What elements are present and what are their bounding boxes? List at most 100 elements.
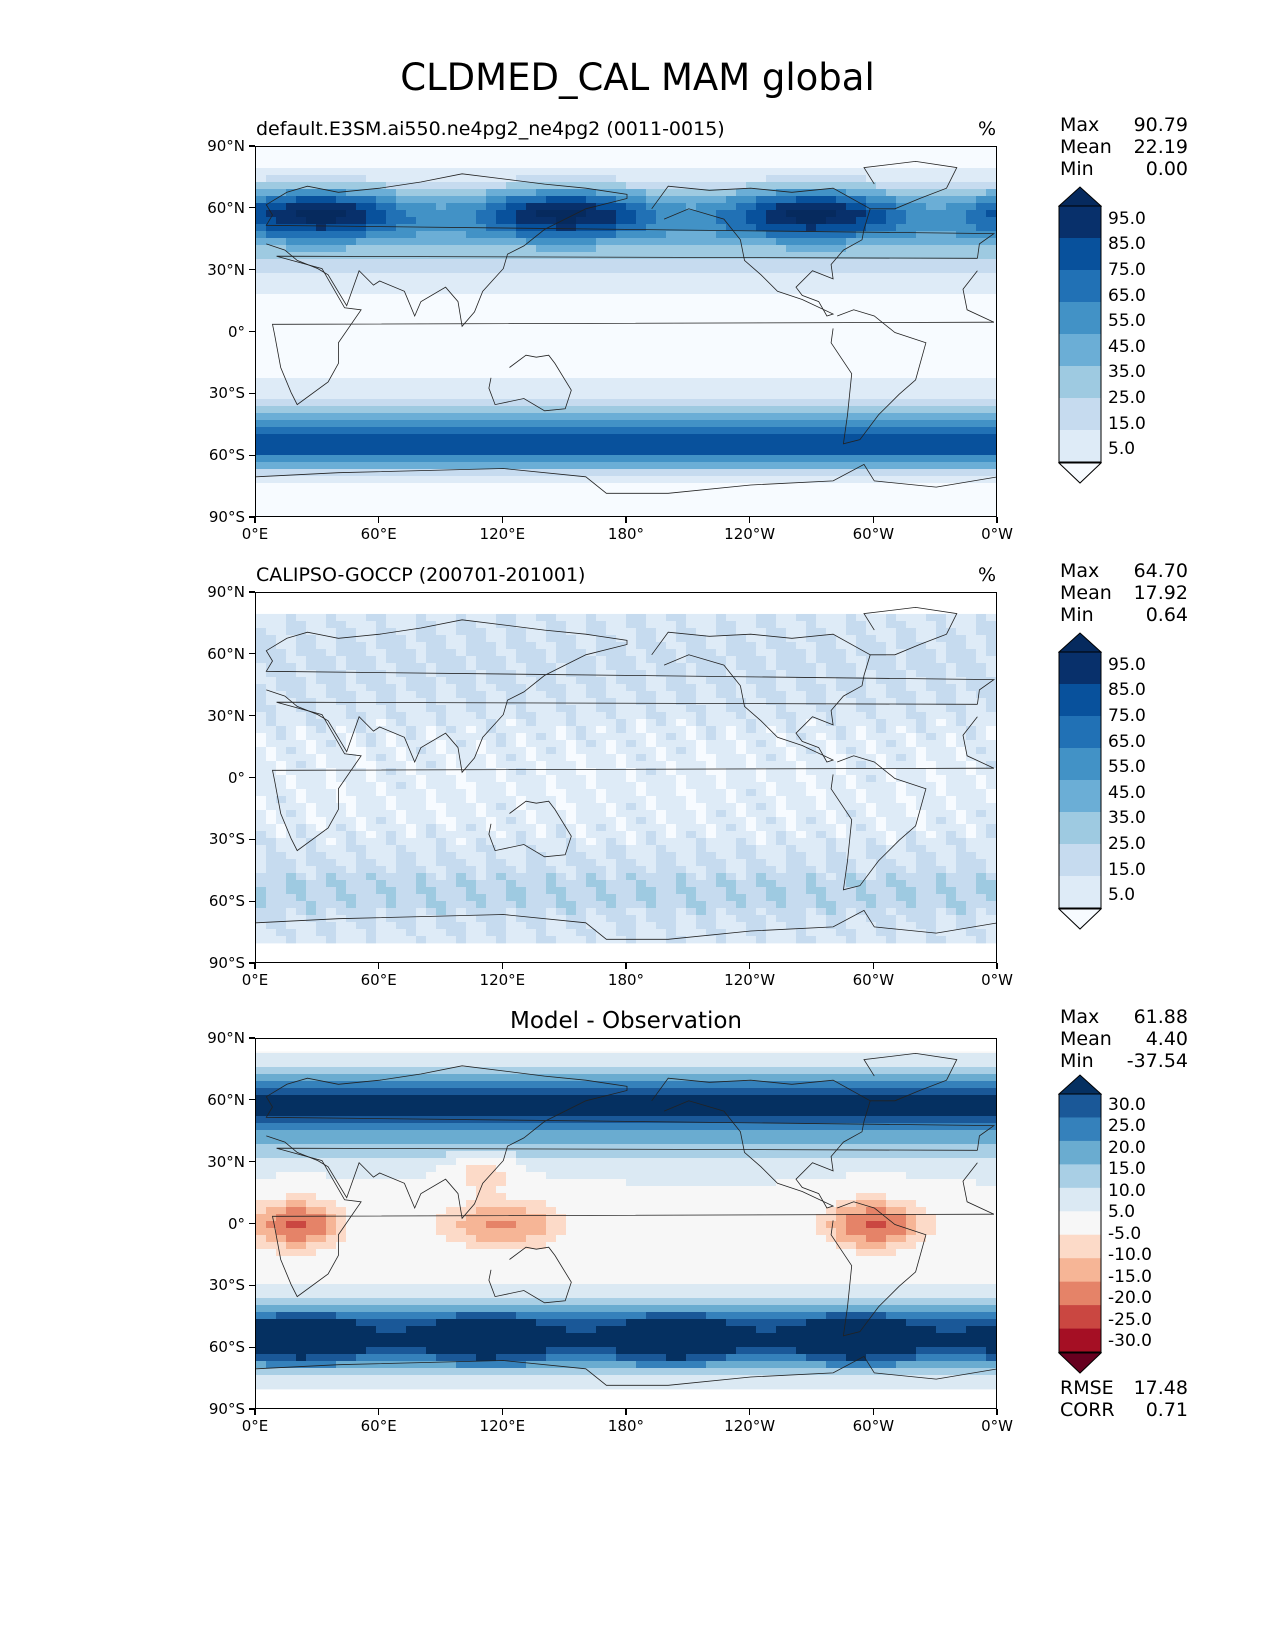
contour-cell: [586, 280, 597, 288]
contour-cell: [446, 210, 457, 218]
contour-cell: [756, 245, 767, 253]
contour-cell: [316, 203, 327, 211]
map-plot[interactable]: [255, 592, 997, 963]
contour-cell: [946, 441, 957, 449]
contour-cell: [986, 210, 996, 218]
contour-cell: [516, 413, 527, 421]
contour-cell: [776, 441, 787, 449]
contour-cell: [716, 476, 727, 484]
contour-cell: [386, 329, 397, 337]
contour-cell: [646, 413, 657, 421]
contour-cell: [526, 245, 537, 253]
contour-cell: [266, 371, 277, 379]
contour-cell: [386, 189, 397, 197]
contour-cell: [596, 684, 607, 692]
contour-cell: [286, 322, 297, 330]
contour-cell: [676, 434, 687, 442]
contour-cell: [346, 670, 357, 678]
contour-cell: [816, 203, 827, 211]
contour-cell: [856, 168, 867, 176]
contour-cell: [676, 350, 687, 358]
contour-cell: [266, 469, 277, 477]
contour-cell: [376, 614, 387, 622]
contour-cell: [386, 413, 397, 421]
contour-cell: [956, 490, 967, 498]
contour-cell: [296, 614, 307, 622]
contour-cell: [886, 448, 897, 456]
contour-cell: [916, 266, 927, 274]
contour-cell: [776, 217, 787, 225]
contour-cell: [876, 406, 887, 414]
contour-cell: [376, 628, 387, 636]
contour-cell: [456, 490, 467, 498]
contour-cell: [406, 378, 417, 386]
contour-cell: [666, 511, 677, 516]
contour-cell: [706, 399, 717, 407]
contour-cell: [616, 147, 627, 155]
contour-cell: [266, 175, 277, 183]
contour-cell: [556, 649, 567, 657]
contour-cell: [406, 294, 417, 302]
contour-cell: [986, 371, 996, 379]
contour-cell: [426, 280, 437, 288]
contour-cell: [386, 670, 397, 678]
contour-cell: [586, 294, 597, 302]
contour-cell: [566, 357, 577, 365]
contour-cell: [746, 420, 757, 428]
contour-cell: [486, 315, 497, 323]
contour-cell: [656, 399, 667, 407]
contour-cell: [836, 511, 847, 516]
contour-cell: [766, 420, 777, 428]
contour-cell: [656, 371, 667, 379]
contour-cell: [586, 203, 597, 211]
contour-cell: [666, 448, 677, 456]
contour-cell: [546, 273, 557, 281]
contour-cell: [286, 392, 297, 400]
contour-cell: [926, 315, 937, 323]
contour-cell: [836, 196, 847, 204]
contour-cell: [936, 287, 947, 295]
contour-cell: [666, 677, 677, 685]
contour-cell: [966, 399, 977, 407]
contour-cell: [506, 357, 517, 365]
contour-cell: [586, 322, 597, 330]
contour-cell: [276, 649, 287, 657]
contour-cell: [616, 663, 627, 671]
contour-cell: [576, 656, 587, 664]
contour-cell: [356, 448, 367, 456]
contour-cell: [426, 238, 437, 246]
contour-cell: [416, 259, 427, 267]
contour-cell: [606, 210, 617, 218]
contour-cell: [386, 280, 397, 288]
contour-cell: [776, 259, 787, 267]
contour-cell: [326, 392, 337, 400]
contour-cell: [796, 189, 807, 197]
contour-cell: [376, 168, 387, 176]
contour-cell: [346, 684, 357, 692]
contour-cell: [906, 189, 917, 197]
contour-cell: [806, 663, 817, 671]
contour-cell: [516, 663, 527, 671]
contour-cell: [896, 287, 907, 295]
contour-cell: [866, 441, 877, 449]
contour-cell: [416, 448, 427, 456]
contour-cell: [496, 441, 507, 449]
map-plot[interactable]: [255, 146, 997, 517]
contour-cell: [666, 628, 677, 636]
contour-cell: [966, 182, 977, 190]
contour-cell: [896, 196, 907, 204]
contour-cell: [766, 691, 777, 699]
contour-cell: [676, 413, 687, 421]
contour-cell: [366, 635, 377, 643]
contour-cell: [636, 614, 647, 622]
contour-cell: [876, 168, 887, 176]
contour-cell: [396, 287, 407, 295]
contour-cell: [916, 635, 927, 643]
contour-cell: [786, 301, 797, 309]
contour-cell: [566, 677, 577, 685]
contour-cell: [756, 259, 767, 267]
contour-cell: [546, 677, 557, 685]
contour-cell: [616, 224, 627, 232]
contour-cell: [406, 161, 417, 169]
contour-cell: [336, 336, 347, 344]
